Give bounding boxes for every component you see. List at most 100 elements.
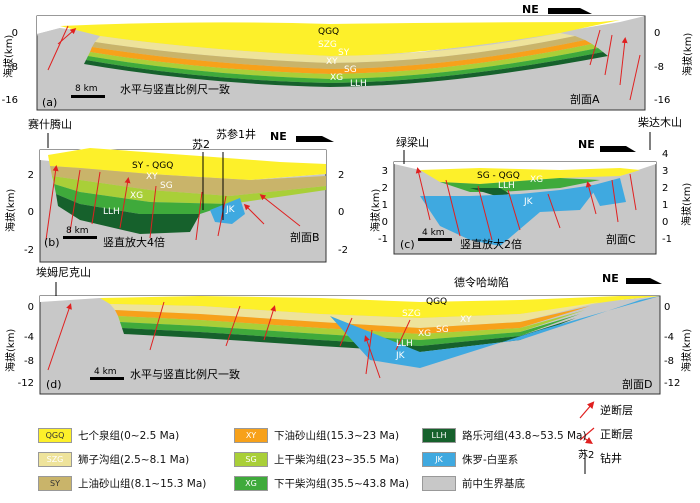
legend: QGQ 七个泉组(0~2.5 Ma) SZG 狮子沟组(2.5~8.1 Ma) … xyxy=(38,422,678,498)
layer-label-sg-qgq: SG - QGQ xyxy=(477,171,520,181)
layer-label-xg-d: XG xyxy=(418,329,431,339)
layer-label-jk-b: JK xyxy=(225,205,236,215)
svg-text:-8: -8 xyxy=(8,62,18,73)
place-saishenteng: 赛什腾山 xyxy=(28,117,72,131)
svg-text:海拔(km): 海拔(km) xyxy=(680,329,693,372)
layer-label-sy: SY xyxy=(338,48,350,58)
legend-swatch: XY xyxy=(234,428,268,443)
svg-text:0: 0 xyxy=(28,207,34,218)
layer-label-jk-d: JK xyxy=(395,351,406,361)
scale-bar-d xyxy=(90,377,124,380)
svg-text:-16: -16 xyxy=(654,95,670,106)
legend-swatch: SG xyxy=(234,452,268,467)
layer-label-llh: LLH xyxy=(350,79,367,89)
svg-text:0: 0 xyxy=(662,217,668,228)
legend-label: 狮子沟组(2.5~8.1 Ma) xyxy=(78,454,190,466)
layer-label-llh-b: LLH xyxy=(103,207,120,217)
legend-item-szg: SZG 狮子沟组(2.5~8.1 Ma) xyxy=(38,452,189,467)
legend-item-qgq: QGQ 七个泉组(0~2.5 Ma) xyxy=(38,428,179,443)
section-name-c: 剖面C xyxy=(606,232,636,246)
ne-arrow-a xyxy=(548,8,592,14)
svg-text:4: 4 xyxy=(662,149,668,160)
scale-note-c: 竖直放大2倍 xyxy=(460,237,522,251)
legend-item-xg: XG 下干柴沟组(35.5~43.8 Ma) xyxy=(234,476,409,491)
layer-label-xg: XG xyxy=(330,73,343,83)
svg-text:-8: -8 xyxy=(24,356,34,367)
svg-text:海拔(km): 海拔(km) xyxy=(2,35,15,78)
scale-bar-a xyxy=(71,95,105,98)
axis-d: 0 -4 -8 -12 0 -4 -8 -12 海拔(km) 海拔(km) xyxy=(4,302,693,389)
legend-label: 前中生界基底 xyxy=(462,478,525,490)
svg-text:-1: -1 xyxy=(662,234,672,245)
legend-thrust-label: 逆断层 xyxy=(600,403,633,417)
svg-text:2: 2 xyxy=(662,183,668,194)
legend-swatch: XG xyxy=(234,476,268,491)
legend-item-sy: SY 上油砂山组(8.1~15.3 Ma) xyxy=(38,476,206,491)
legend-item-basement: 前中生界基底 xyxy=(422,476,525,491)
svg-text:-4: -4 xyxy=(24,332,34,343)
scale-text-b: 8 km xyxy=(66,226,89,236)
layer-label-xy-d: XY xyxy=(460,315,472,325)
svg-text:海拔(km): 海拔(km) xyxy=(4,329,17,372)
section-name-d: 剖面D xyxy=(622,377,652,391)
normal-fault-symbol xyxy=(579,427,595,441)
legend-swatch: SY xyxy=(38,476,72,491)
legend-item-sg: SG 上干柴沟组(23~35.5 Ma) xyxy=(234,452,399,467)
svg-text:海拔(km): 海拔(km) xyxy=(680,183,693,226)
layer-label-sy-qgq: SY - QGQ xyxy=(132,161,173,171)
ne-label-b: NE xyxy=(270,130,287,143)
legend-label: 下干柴沟组(35.5~43.8 Ma) xyxy=(274,478,410,490)
layer-label-xy-b: XY xyxy=(146,172,158,182)
ne-label-c: NE xyxy=(578,138,595,151)
legend-item-llh: LLH 路乐河组(43.8~53.5 Ma) xyxy=(422,428,587,443)
svg-text:2: 2 xyxy=(338,170,344,181)
axis-b: 2 0 -2 2 0 -2 海拔(km) xyxy=(4,170,348,256)
legend-swatch xyxy=(422,476,456,491)
axis-a: 0 -8 -16 0 -8 -16 海拔(km) 海拔(km) xyxy=(2,28,694,106)
legend-label: 七个泉组(0~2.5 Ma) xyxy=(78,430,180,442)
legend-label: 上干柴沟组(23~35.5 Ma) xyxy=(274,454,400,466)
layer-label-jk-c: JK xyxy=(523,197,534,207)
scale-note-d: 水平与竖直比例尺一致 xyxy=(130,367,240,381)
svg-text:-2: -2 xyxy=(338,245,348,256)
legend-symbols: 苏2 逆断层 正断层 钻井 xyxy=(578,401,633,474)
scale-bar-b xyxy=(63,236,97,239)
section-b: 苏2 苏参1井 SY - QGQ XY SG XG LLH JK 赛什腾山 (b… xyxy=(4,117,348,263)
svg-text:-8: -8 xyxy=(654,62,664,73)
scale-text-a: 8 km xyxy=(75,84,98,94)
well-label-sucan1: 苏参1井 xyxy=(216,127,256,141)
svg-text:1: 1 xyxy=(382,200,388,211)
svg-text:3: 3 xyxy=(382,166,388,177)
svg-text:0: 0 xyxy=(382,217,388,228)
scale-note-b: 竖直放大4倍 xyxy=(103,235,165,249)
legend-swatch: LLH xyxy=(422,428,456,443)
layer-label-qgq-d: QGQ xyxy=(426,297,447,307)
svg-text:-12: -12 xyxy=(18,378,34,389)
well-label-su2: 苏2 xyxy=(192,138,210,151)
layer-label-sg: SG xyxy=(344,65,357,75)
section-c: SG - QGQ LLH XG JK 绿梁山 柴达木山 (c) 4 km 竖直放… xyxy=(369,115,693,255)
well-symbol-label: 苏2 xyxy=(578,448,594,461)
svg-text:-4: -4 xyxy=(664,332,674,343)
svg-text:-8: -8 xyxy=(664,356,674,367)
place-aimunike: 埃姆尼克山 xyxy=(36,265,91,279)
section-name-a: 剖面A xyxy=(570,92,600,106)
svg-text:-12: -12 xyxy=(664,378,680,389)
scale-bar-c xyxy=(418,238,452,241)
legend-label: 路乐河组(43.8~53.5 Ma) xyxy=(462,430,587,442)
svg-text:-16: -16 xyxy=(2,95,18,106)
svg-text:0: 0 xyxy=(664,302,670,313)
place-lvliangshan: 绿梁山 xyxy=(396,135,429,149)
panel-label-b: (b) xyxy=(44,236,60,249)
section-d: QGQ SZG XY SG XG LLH JK 埃姆尼克山 德令哈坳陷 (d) … xyxy=(4,265,693,395)
legend-normal-label: 正断层 xyxy=(600,427,633,441)
svg-text:海拔(km): 海拔(km) xyxy=(681,33,694,76)
legend-swatch: SZG xyxy=(38,452,72,467)
legend-item-jk: JK 侏罗-白垩系 xyxy=(422,452,518,467)
legend-label: 下油砂山组(15.3~23 Ma) xyxy=(274,430,400,442)
basin-delingha: 德令哈坳陷 xyxy=(454,275,509,289)
section-name-b: 剖面B xyxy=(290,230,320,244)
svg-text:-2: -2 xyxy=(24,245,34,256)
layer-label-llh-c: LLH xyxy=(498,181,515,191)
layer-label-xg-b: XG xyxy=(130,191,143,201)
